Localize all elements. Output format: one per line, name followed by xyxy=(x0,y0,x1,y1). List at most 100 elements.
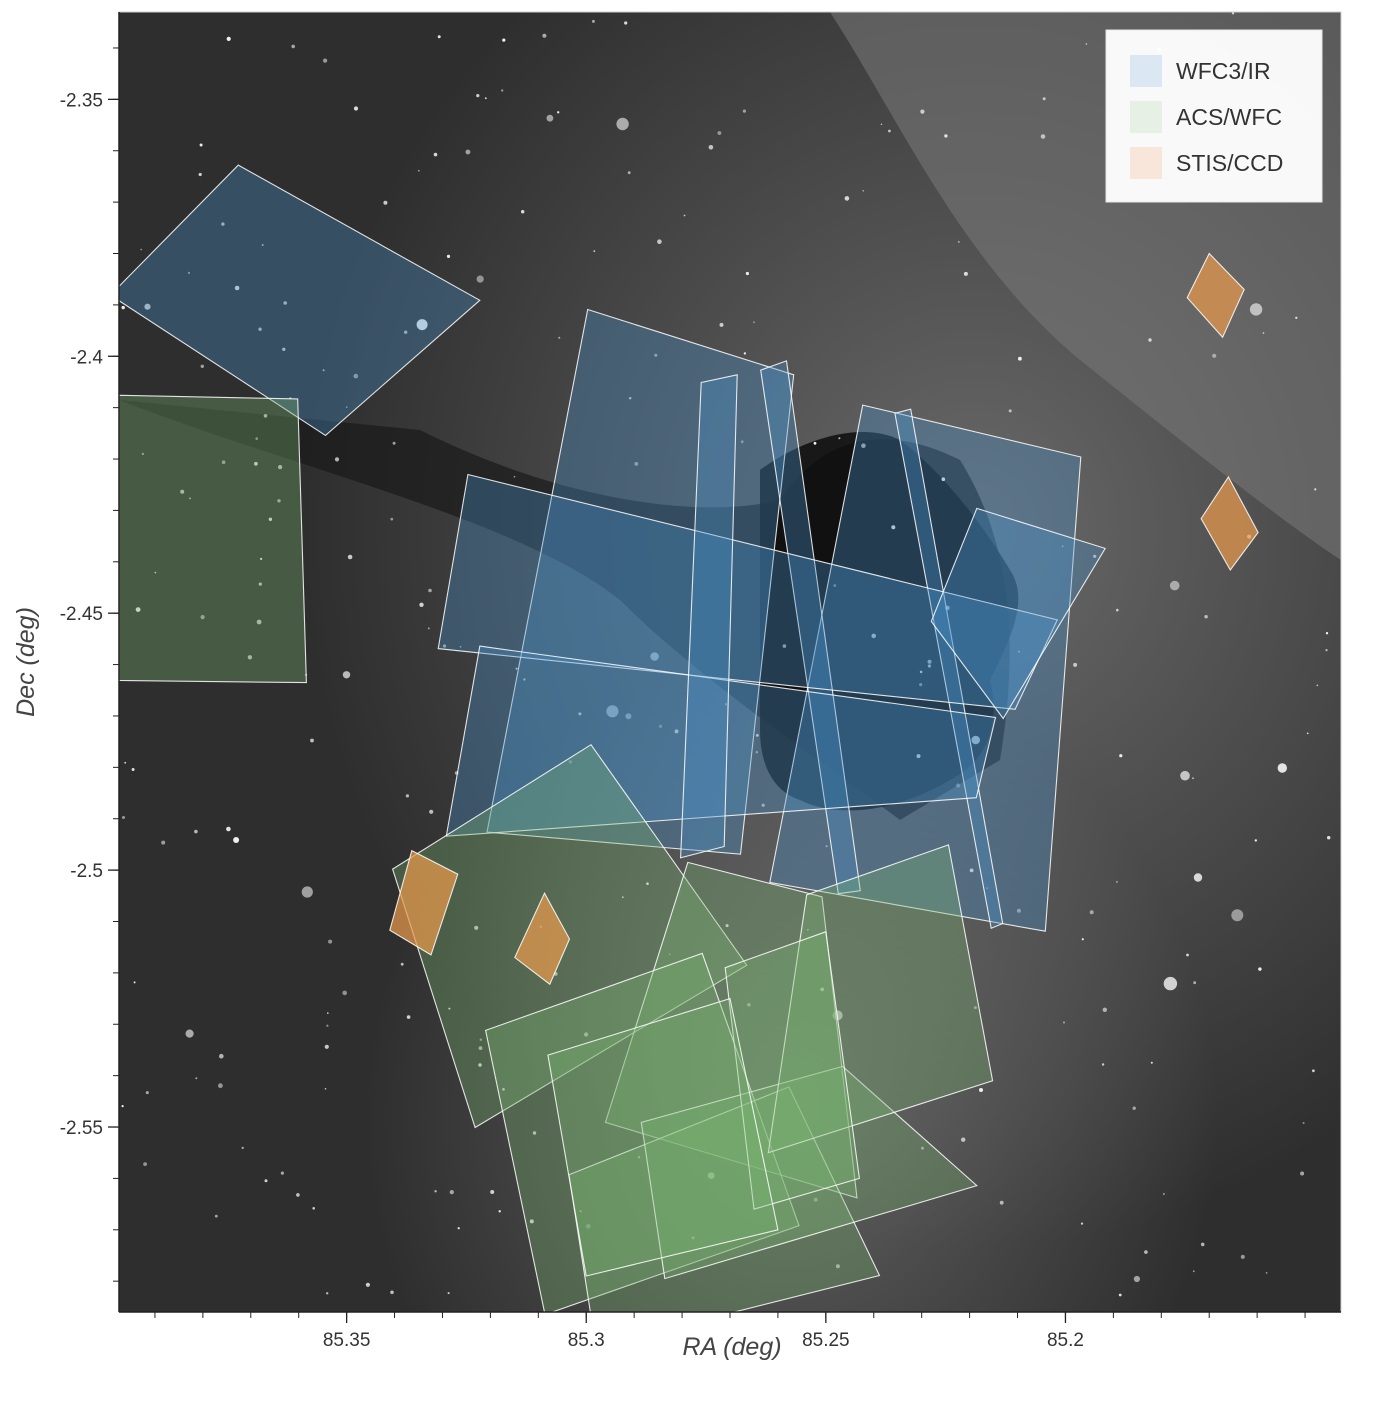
footprint-polygon[interactable] xyxy=(640,1065,978,1280)
star xyxy=(1115,880,1118,883)
footprint-polygon[interactable] xyxy=(110,164,481,437)
star xyxy=(629,397,632,400)
star xyxy=(568,760,573,764)
star xyxy=(532,1131,537,1135)
star xyxy=(521,210,525,214)
footprint-polygon[interactable] xyxy=(486,308,795,855)
footprint-polygon[interactable] xyxy=(767,844,994,1154)
footprint-polygon[interactable] xyxy=(445,645,997,837)
star xyxy=(835,1264,840,1269)
star xyxy=(1133,1275,1140,1283)
star xyxy=(820,987,825,992)
star xyxy=(1102,1007,1108,1012)
star xyxy=(353,106,359,111)
star xyxy=(871,633,876,639)
star xyxy=(761,803,765,807)
star xyxy=(650,652,659,661)
star xyxy=(1163,976,1178,991)
star xyxy=(446,254,451,258)
star xyxy=(478,1063,482,1067)
star xyxy=(255,437,258,440)
star xyxy=(448,1007,451,1010)
star xyxy=(342,671,351,679)
star xyxy=(261,244,264,246)
footprint-polygon[interactable] xyxy=(760,360,861,895)
star xyxy=(278,465,283,470)
star xyxy=(214,1214,218,1218)
footprint-polygon[interactable] xyxy=(437,473,1059,710)
footprint-polygon[interactable] xyxy=(514,891,571,986)
footprint-polygon[interactable] xyxy=(680,374,738,859)
footprint-polygon[interactable] xyxy=(389,849,459,956)
star xyxy=(502,1088,505,1091)
star xyxy=(353,373,359,379)
star xyxy=(1325,632,1329,635)
star xyxy=(813,1197,818,1202)
star xyxy=(121,1105,124,1108)
star xyxy=(476,275,484,283)
star xyxy=(891,525,896,530)
star xyxy=(1302,1122,1305,1124)
star xyxy=(490,1190,495,1194)
star xyxy=(1118,1293,1122,1297)
star xyxy=(1192,777,1194,780)
star xyxy=(442,644,447,648)
star xyxy=(529,1219,534,1224)
star xyxy=(833,584,837,587)
star xyxy=(154,571,157,574)
footprint-polygon[interactable] xyxy=(894,408,1004,929)
star xyxy=(546,114,554,122)
star xyxy=(198,172,202,177)
star xyxy=(457,1227,460,1230)
star xyxy=(586,1224,591,1229)
star xyxy=(969,868,974,873)
footprint-polygon[interactable] xyxy=(1200,475,1259,572)
series-wfc3-ir xyxy=(110,164,1107,932)
footprint-polygon[interactable] xyxy=(930,507,1107,720)
star xyxy=(838,437,841,440)
star xyxy=(390,517,394,521)
star xyxy=(515,667,518,670)
footprint-polygon[interactable] xyxy=(391,743,748,1129)
footprint-polygon[interactable] xyxy=(1186,252,1245,339)
star xyxy=(1254,839,1258,842)
y-axis-title: Dec (deg) xyxy=(12,607,40,717)
star xyxy=(400,962,404,966)
star xyxy=(1212,353,1217,358)
star xyxy=(584,1032,589,1037)
footprint-polygon[interactable] xyxy=(547,997,779,1277)
star xyxy=(593,250,596,253)
star xyxy=(1148,338,1152,342)
star xyxy=(961,1137,966,1142)
star xyxy=(322,369,325,372)
star xyxy=(226,826,231,832)
star xyxy=(1258,967,1262,971)
star xyxy=(241,1146,244,1150)
star xyxy=(1061,545,1064,548)
footprint-polygon[interactable] xyxy=(568,1086,881,1347)
star xyxy=(591,19,595,23)
star xyxy=(145,1091,149,1095)
star xyxy=(1192,1270,1195,1273)
footprint-polygon[interactable] xyxy=(604,861,858,1199)
star xyxy=(813,441,817,445)
star xyxy=(627,171,631,175)
star-field xyxy=(121,12,1331,1297)
legend-swatch xyxy=(1130,101,1162,133)
star xyxy=(668,953,671,956)
x-tick-label: 85.25 xyxy=(802,1330,850,1351)
star xyxy=(1262,332,1265,334)
star xyxy=(282,347,286,351)
star xyxy=(513,475,516,478)
star xyxy=(862,190,865,192)
star xyxy=(1325,649,1328,652)
star xyxy=(392,441,396,445)
footprint-polygon[interactable] xyxy=(119,394,307,684)
horsehead-silhouette xyxy=(760,431,1019,811)
star xyxy=(1300,1171,1305,1176)
star xyxy=(479,1038,482,1041)
star xyxy=(1016,908,1021,913)
star xyxy=(1193,873,1203,882)
star xyxy=(1150,1061,1153,1064)
star xyxy=(428,588,432,593)
